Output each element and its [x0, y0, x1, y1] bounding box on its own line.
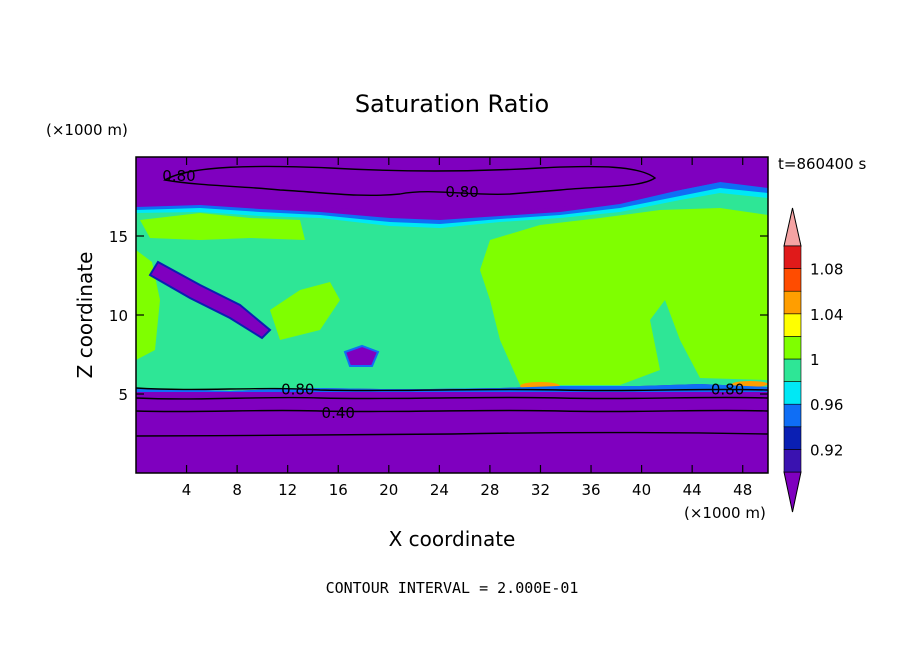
- x-axis: 4 8 12 16 20 24 28 32 36 40 44 48: [182, 157, 752, 499]
- x-tick-label: 44: [683, 481, 702, 499]
- contour-line: [136, 431, 768, 437]
- y-tick-label: 5: [118, 386, 128, 404]
- x-tick-label: 28: [480, 481, 499, 499]
- colorbar-band: [783, 268, 802, 292]
- colorbar-band: [783, 449, 802, 473]
- x-tick-label: 4: [182, 481, 192, 499]
- x-tick-label: 32: [531, 481, 550, 499]
- contour-line: [136, 409, 768, 413]
- colorbar-tick-label: 1.08: [810, 261, 843, 279]
- x-tick-label: 36: [581, 481, 600, 499]
- colorbar-band: [783, 313, 802, 337]
- colorbar-band: [783, 403, 802, 428]
- colorbar-tick-label: 1.04: [810, 306, 843, 324]
- contour-label: 0.80: [162, 167, 195, 185]
- contour-label: 0.80: [445, 183, 478, 201]
- colorbar-band: [783, 358, 802, 382]
- x-tick-label: 8: [232, 481, 242, 499]
- chart-title: Saturation Ratio: [355, 90, 549, 118]
- contour-line: [163, 165, 657, 197]
- field-dry-intrusion-blob: [343, 344, 380, 367]
- plot-area: 0.80 0.80 0.80 0.40 0.80: [136, 157, 768, 473]
- field-supersaturated-patch-mid: [270, 282, 340, 340]
- x-tick-label: 24: [430, 481, 449, 499]
- colorbar-band: [783, 381, 802, 405]
- x-tick-label: 12: [278, 481, 297, 499]
- time-label: t=860400 s: [778, 155, 866, 173]
- colorbar: 0.92 0.96 1 1.04 1.08: [783, 207, 843, 513]
- contour-line: [136, 387, 768, 392]
- field-dry-intrusion-streak: [148, 260, 272, 340]
- y-tick-label: 15: [109, 228, 128, 246]
- x-tick-label: 40: [632, 481, 651, 499]
- field-hotspot: [732, 381, 768, 387]
- field-supersaturated-patch-east: [480, 208, 768, 385]
- colorbar-tick-label: 1: [810, 351, 820, 369]
- field-supersaturated-patch-upper: [140, 213, 305, 240]
- y-axis: 5 10 15: [109, 228, 768, 404]
- colorbar-band: [783, 245, 802, 269]
- y-axis-label: Z coordinate: [73, 252, 97, 379]
- x-tick-label: 20: [379, 481, 398, 499]
- y-unit-label: (×1000 m): [46, 121, 128, 139]
- contour-label: 0.80: [711, 380, 744, 398]
- x-tick-label: 16: [329, 481, 348, 499]
- contour-label: 0.40: [322, 404, 355, 422]
- colorbar-tick-label: 0.92: [810, 441, 843, 459]
- x-tick-label: 48: [733, 481, 752, 499]
- y-tick-label: 10: [109, 307, 128, 325]
- contour-interval-footer: CONTOUR INTERVAL = 2.000E-01: [326, 579, 579, 597]
- colorbar-tick-label: 0.96: [810, 396, 843, 414]
- contour-line: [136, 396, 768, 400]
- contour-labels: 0.80 0.80 0.80 0.40 0.80: [162, 167, 744, 422]
- x-unit-label: (×1000 m): [684, 504, 766, 522]
- colorbar-band: [783, 290, 802, 315]
- field-upper-dry-layer: [136, 157, 768, 214]
- colorbar-band: [783, 426, 802, 450]
- colorbar-lower-extension: [783, 471, 802, 513]
- contour-label: 0.80: [281, 380, 314, 398]
- colorbar-band: [783, 336, 802, 360]
- colorbar-upper-extension: [783, 207, 802, 247]
- x-axis-label: X coordinate: [389, 527, 516, 551]
